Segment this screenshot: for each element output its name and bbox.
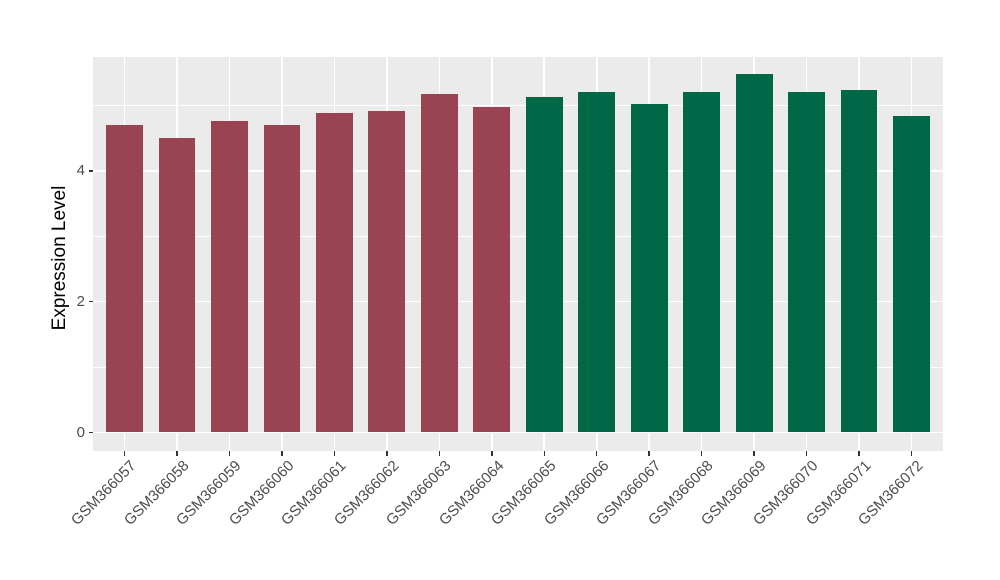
x-tick bbox=[176, 451, 178, 456]
x-tick bbox=[333, 451, 336, 456]
bar-GSM366068 bbox=[683, 92, 721, 433]
y-tick-label: 2 bbox=[76, 292, 85, 310]
y-tick-label: 4 bbox=[76, 161, 85, 179]
bar-GSM366058 bbox=[158, 138, 196, 433]
y-tick bbox=[88, 300, 93, 303]
bar-GSM366065 bbox=[525, 96, 563, 433]
major-gridline bbox=[93, 170, 943, 172]
x-tick bbox=[386, 451, 388, 456]
x-tick bbox=[910, 451, 913, 456]
bar-GSM366059 bbox=[211, 121, 248, 433]
x-tick bbox=[700, 451, 703, 456]
major-gridline bbox=[93, 300, 943, 303]
bar-GSM366066 bbox=[578, 92, 616, 433]
x-tick bbox=[595, 451, 598, 456]
minor-gridline bbox=[93, 366, 943, 368]
major-gridline bbox=[93, 431, 943, 434]
y-tick bbox=[88, 170, 93, 172]
x-tick bbox=[543, 451, 545, 456]
bar-GSM366064 bbox=[473, 107, 511, 433]
minor-gridline bbox=[93, 105, 943, 106]
x-tick bbox=[438, 451, 441, 456]
y-tick bbox=[88, 431, 93, 434]
x-tick bbox=[648, 451, 650, 456]
x-tick bbox=[123, 451, 126, 456]
x-tick bbox=[805, 451, 808, 456]
bar-GSM366061 bbox=[315, 113, 353, 433]
bar-GSM366060 bbox=[263, 125, 301, 433]
bar-GSM366063 bbox=[420, 94, 458, 433]
y-tick-label: 0 bbox=[76, 423, 85, 441]
x-tick bbox=[858, 451, 860, 456]
minor-gridline bbox=[93, 235, 943, 237]
x-tick bbox=[228, 451, 231, 456]
y-axis-title: Expression Level bbox=[49, 185, 70, 331]
bar-GSM366067 bbox=[630, 103, 668, 433]
bar-GSM366072 bbox=[893, 115, 930, 433]
x-tick bbox=[281, 451, 283, 456]
bar-GSM366062 bbox=[368, 111, 406, 433]
x-tick bbox=[753, 451, 755, 456]
bar-GSM366069 bbox=[735, 74, 773, 433]
bar-GSM366071 bbox=[840, 89, 878, 433]
x-tick bbox=[491, 451, 493, 456]
bar-GSM366057 bbox=[106, 125, 143, 433]
plot-panel bbox=[93, 57, 943, 451]
bar-GSM366070 bbox=[788, 92, 825, 433]
